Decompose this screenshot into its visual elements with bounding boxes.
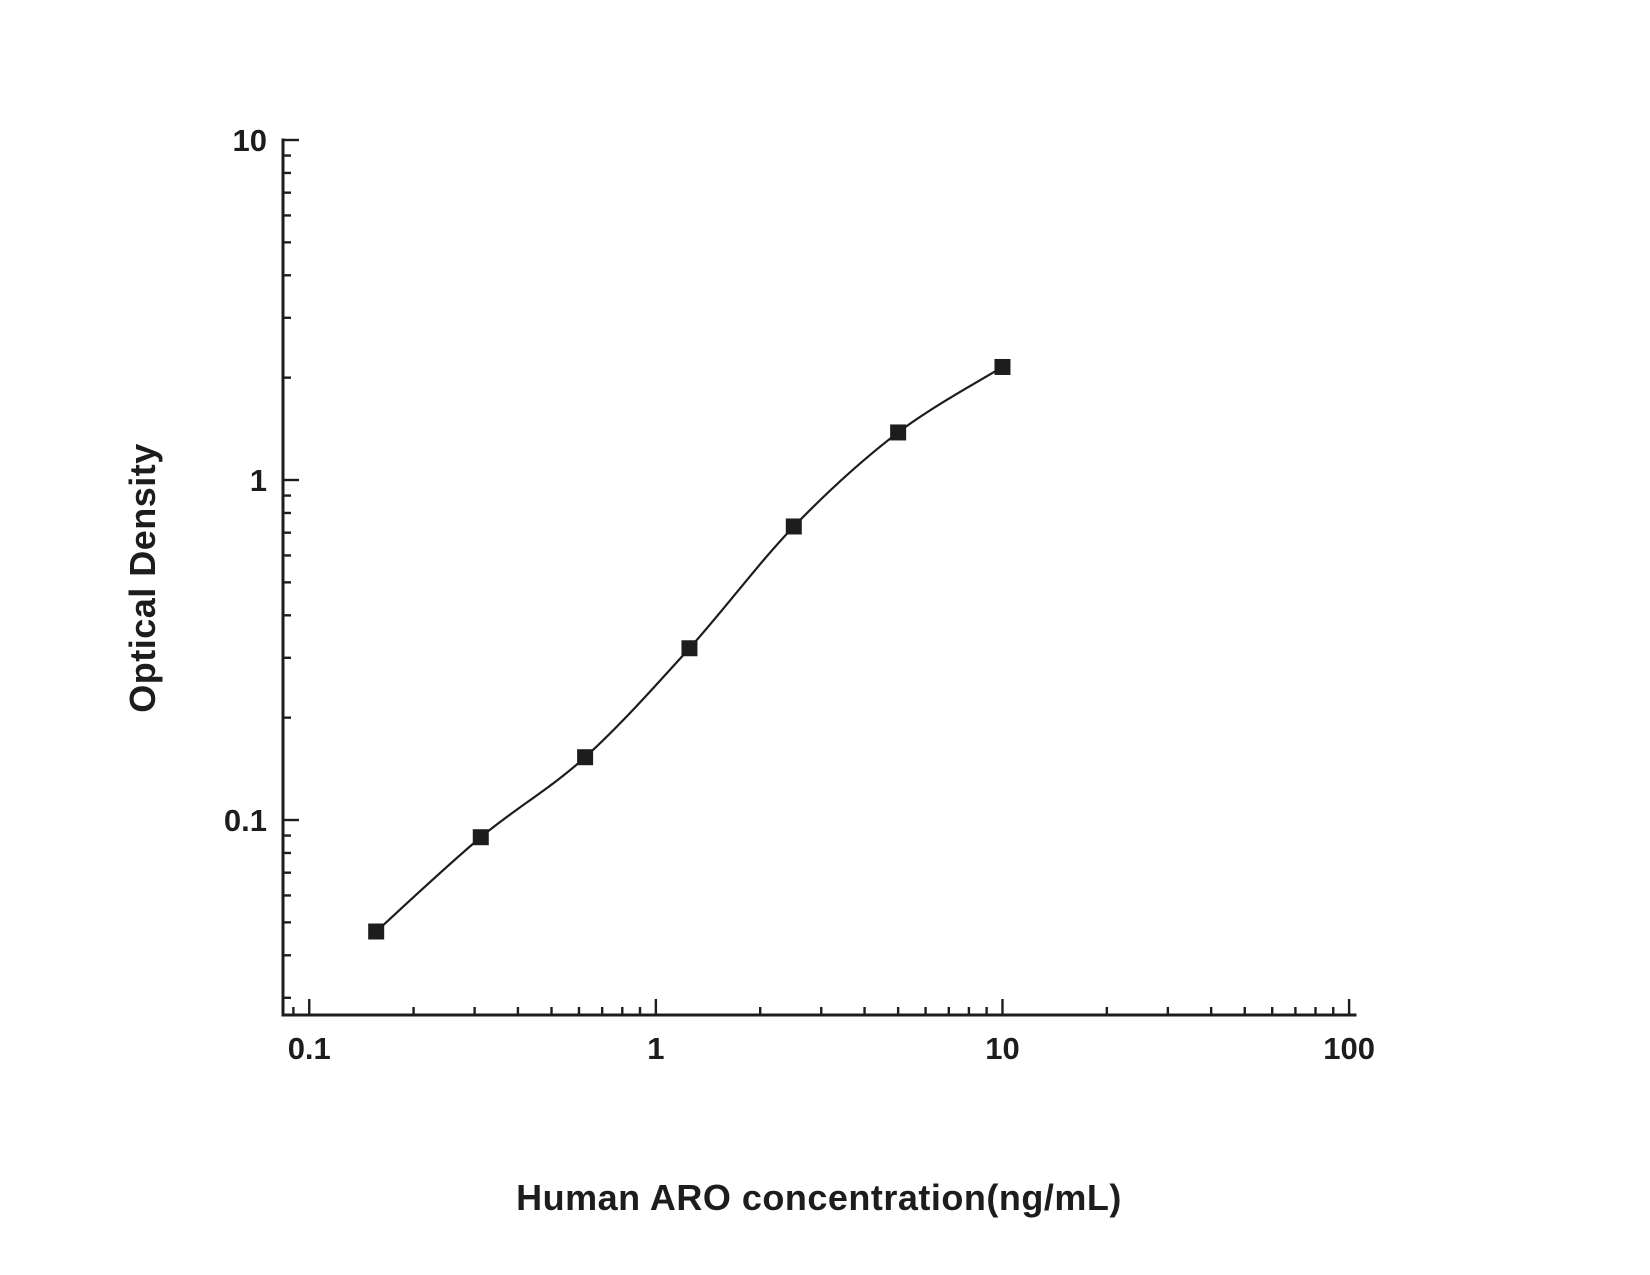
tick-labels: 0.1 1 10 100 0.1 1 10 [224,123,1375,1066]
data-point-marker [577,749,594,766]
data-point-marker [785,518,802,535]
y-tick-label: 1 [250,463,267,498]
x-tick-label: 1 [647,1031,664,1066]
data-point-marker [368,923,385,940]
tick-marks [283,138,1351,1015]
x-axis-title: Human ARO concentration(ng/mL) [516,1177,1122,1218]
data-point-marker [681,640,698,657]
axes [281,138,1357,1017]
y-axis-title: Optical Density [122,443,163,713]
x-tick-label: 0.1 [288,1031,331,1066]
x-tick-label: 100 [1323,1031,1375,1066]
y-tick-label: 0.1 [224,803,267,838]
x-tick-label: 10 [985,1031,1019,1066]
data-point-marker [994,358,1011,375]
y-tick-label: 10 [233,123,267,158]
data-point-marker [890,424,907,441]
data-points [368,358,1011,940]
data-point-marker [472,829,489,846]
